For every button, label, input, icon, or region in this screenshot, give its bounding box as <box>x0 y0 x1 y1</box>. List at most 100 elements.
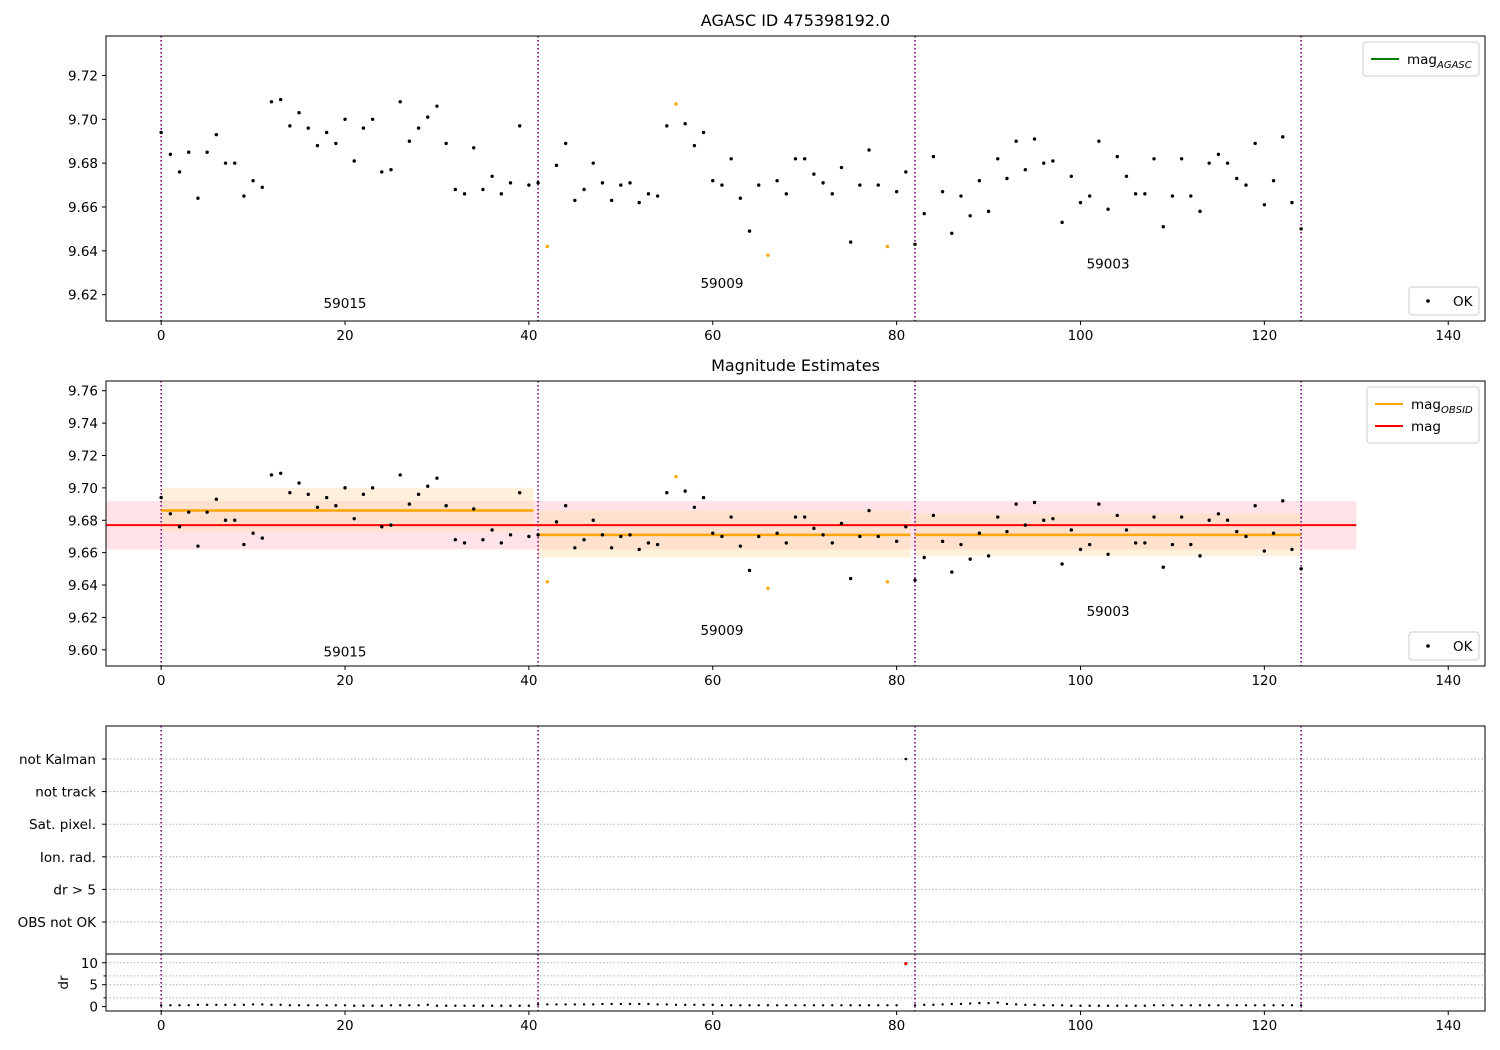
ok-point <box>187 150 191 154</box>
dr-point <box>307 1004 310 1007</box>
ok-point <box>177 170 182 174</box>
y-tick-label: 9.72 <box>68 68 98 84</box>
dr-point <box>674 1003 678 1007</box>
dr-point <box>959 1002 963 1006</box>
x-tick-label: 140 <box>1435 328 1461 344</box>
dr-point <box>757 1004 760 1007</box>
dr-point <box>270 1003 273 1007</box>
dr-point <box>683 1003 687 1007</box>
ok-point <box>968 214 972 218</box>
x-tick-label: 0 <box>157 328 166 344</box>
dr-point <box>1051 1004 1055 1007</box>
ok-point <box>848 240 853 244</box>
ok-point <box>1225 518 1230 522</box>
ok-point <box>609 198 614 203</box>
ok-point <box>1115 154 1119 159</box>
flagged-point <box>885 244 890 249</box>
ok-point <box>655 542 660 547</box>
x-tick-label: 80 <box>888 1018 905 1034</box>
ok-point <box>159 130 163 135</box>
ok-point <box>260 536 264 540</box>
dr-point <box>573 1003 577 1006</box>
ok-point <box>242 542 246 547</box>
dr-point <box>913 1004 917 1007</box>
ok-point <box>462 541 467 545</box>
dr-point <box>785 1004 788 1007</box>
flag-label: Ion. rad. <box>40 850 96 866</box>
dr-point <box>582 1003 586 1006</box>
ok-point <box>858 534 862 539</box>
ok-point <box>269 100 274 104</box>
legend-label: magAGASC <box>1407 52 1472 71</box>
ok-point <box>177 525 182 529</box>
ok-point <box>407 139 412 143</box>
dr-point <box>729 1004 733 1007</box>
ok-point <box>1207 161 1211 165</box>
ok-point <box>1032 137 1037 141</box>
ok-point <box>692 505 697 510</box>
ok-point <box>848 576 853 581</box>
y-tick-label: 10 <box>81 956 98 972</box>
ok-point <box>775 178 779 183</box>
ok-point <box>701 130 706 135</box>
ok-point <box>490 528 494 532</box>
ok-point <box>628 181 632 185</box>
x-tick-label: 20 <box>336 1018 353 1034</box>
ok-point <box>1106 207 1110 211</box>
x-tick-label: 0 <box>157 1018 166 1034</box>
ok-point <box>1051 516 1055 521</box>
dr-point <box>895 1004 898 1007</box>
dr-point <box>325 1004 328 1007</box>
dr-point <box>224 1003 227 1007</box>
dr-point <box>472 1004 475 1007</box>
legend-label: mag <box>1411 419 1441 435</box>
ok-point <box>334 503 338 508</box>
y-tick-label: 9.70 <box>68 112 98 128</box>
obsid-label: 59009 <box>700 276 743 292</box>
ok-point <box>1097 139 1101 143</box>
dr-point <box>435 1004 439 1007</box>
dr-point <box>1217 1004 1220 1007</box>
ok-point <box>481 187 485 192</box>
ok-point <box>278 97 283 102</box>
x-tick-label: 40 <box>520 1018 537 1034</box>
ok-point <box>1198 554 1202 558</box>
dr-point <box>886 1004 889 1007</box>
dr-point <box>481 1004 485 1007</box>
ok-point <box>518 491 522 495</box>
dr-point <box>1033 1003 1036 1007</box>
dr-point <box>923 1003 926 1007</box>
dr-flagged-point <box>904 962 908 966</box>
dr-point <box>1235 1004 1238 1007</box>
ok-point <box>481 537 485 542</box>
obsid-label: 59009 <box>700 623 743 639</box>
dr-point <box>380 1004 383 1007</box>
ok-point <box>1299 567 1303 571</box>
dr-point <box>426 1003 429 1007</box>
ok-point <box>205 150 209 154</box>
x-tick-label: 80 <box>888 673 905 689</box>
ok-point <box>370 117 375 122</box>
ok-point <box>729 515 733 519</box>
ok-point <box>435 476 439 480</box>
ok-point <box>711 531 715 535</box>
legend-box <box>1408 286 1480 316</box>
ok-point <box>278 471 283 476</box>
y-tick-label: 9.72 <box>68 448 98 464</box>
ok-point <box>499 192 504 196</box>
ok-point <box>214 497 219 501</box>
ok-point <box>784 541 789 545</box>
ok-point <box>1078 547 1083 552</box>
flagged-point <box>545 580 549 584</box>
dr-point <box>408 1004 411 1007</box>
axes-frame <box>105 725 1486 955</box>
x-tick-label: 20 <box>336 673 353 689</box>
dr-point <box>1189 1004 1193 1007</box>
dr-point <box>656 1003 659 1006</box>
flag-point <box>904 757 908 761</box>
dr-point <box>592 1003 595 1006</box>
ok-point <box>609 546 614 550</box>
ok-point <box>775 531 779 535</box>
ok-point <box>527 183 531 187</box>
ok-point <box>380 170 384 174</box>
